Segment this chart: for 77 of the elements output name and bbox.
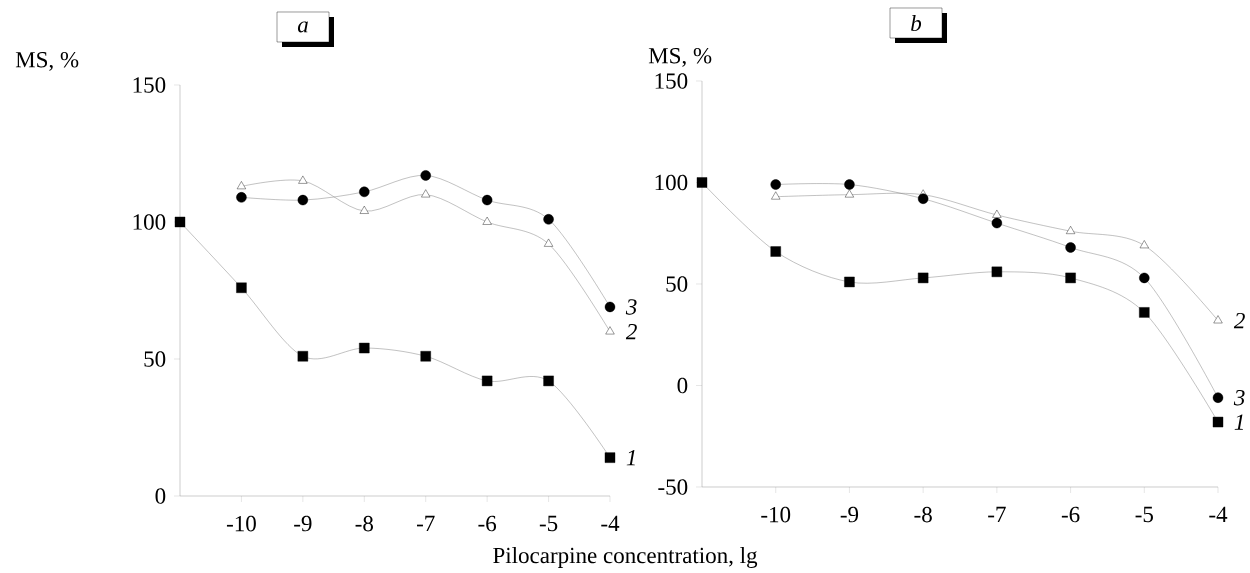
point [543, 214, 554, 225]
point [696, 177, 708, 188]
point [1212, 416, 1224, 428]
chart-title: a [297, 21, 308, 33]
point [1065, 242, 1076, 253]
point [991, 266, 1003, 278]
x-tick-label: -10 [761, 506, 791, 523]
point [605, 326, 615, 335]
point [770, 179, 781, 190]
point [770, 246, 781, 257]
y-tick-label: 0 [155, 488, 166, 504]
y-tick-label: 50 [144, 351, 166, 367]
point [236, 181, 246, 190]
point [1065, 272, 1076, 284]
point [359, 205, 369, 214]
x-tick-label: -9 [294, 515, 312, 532]
x-tick-label: -5 [539, 515, 558, 532]
point [481, 375, 493, 387]
point [604, 452, 616, 463]
y-tick-label: 150 [133, 77, 166, 93]
point [236, 282, 247, 293]
series-label: 3 [1233, 389, 1245, 406]
point [481, 194, 493, 206]
point [1066, 226, 1076, 234]
point [543, 375, 554, 387]
point [771, 191, 781, 200]
point [1213, 315, 1223, 324]
point [917, 272, 929, 284]
x-tick-label: -10 [226, 515, 256, 532]
y-tick-label: 150 [655, 73, 688, 89]
y-tick-label: 100 [655, 174, 688, 191]
series-label: 3 [625, 299, 637, 315]
y-axis-title: MS, % [15, 51, 79, 71]
x-tick-label: -9 [840, 506, 859, 523]
x-tick-label: -6 [1061, 506, 1080, 523]
point [604, 301, 616, 313]
x-tick-label: -8 [914, 506, 932, 523]
point [420, 170, 431, 181]
point [544, 238, 554, 247]
series-label: 1 [626, 450, 635, 466]
series-label: 1 [1234, 414, 1243, 430]
point [1139, 307, 1150, 318]
x-tick-label: -7 [988, 506, 1006, 522]
point [420, 351, 431, 362]
x-tick-label: -4 [1209, 506, 1228, 523]
point [359, 342, 370, 354]
x-tick-label: -8 [355, 515, 373, 532]
point [844, 189, 854, 198]
y-tick-label: 50 [666, 276, 688, 292]
point [1212, 392, 1224, 403]
series-label: 2 [1233, 312, 1245, 329]
point [297, 194, 309, 206]
point [359, 186, 370, 198]
point [844, 276, 855, 288]
point [1139, 240, 1149, 249]
point [917, 193, 929, 204]
point [482, 216, 492, 225]
point [1139, 272, 1150, 284]
y-axis-title: MS, % [648, 47, 712, 67]
x-tick-label: -7 [416, 515, 435, 531]
point [992, 209, 1002, 218]
point [236, 192, 247, 203]
x-axis-title: Pilocarpine concentration, lg [493, 547, 758, 568]
series-label: 2 [625, 323, 637, 340]
point [991, 217, 1003, 229]
x-tick-label: -6 [478, 515, 497, 532]
x-tick-label: -5 [1135, 506, 1153, 523]
point [298, 175, 308, 184]
point [297, 351, 309, 362]
chart-title: b [911, 14, 922, 32]
y-tick-label: 0 [677, 377, 688, 394]
y-tick-label: -50 [658, 479, 688, 495]
y-tick-label: 100 [133, 214, 166, 230]
point [174, 216, 186, 228]
point [844, 179, 855, 190]
x-tick-label: -4 [601, 515, 620, 532]
point [421, 189, 431, 198]
